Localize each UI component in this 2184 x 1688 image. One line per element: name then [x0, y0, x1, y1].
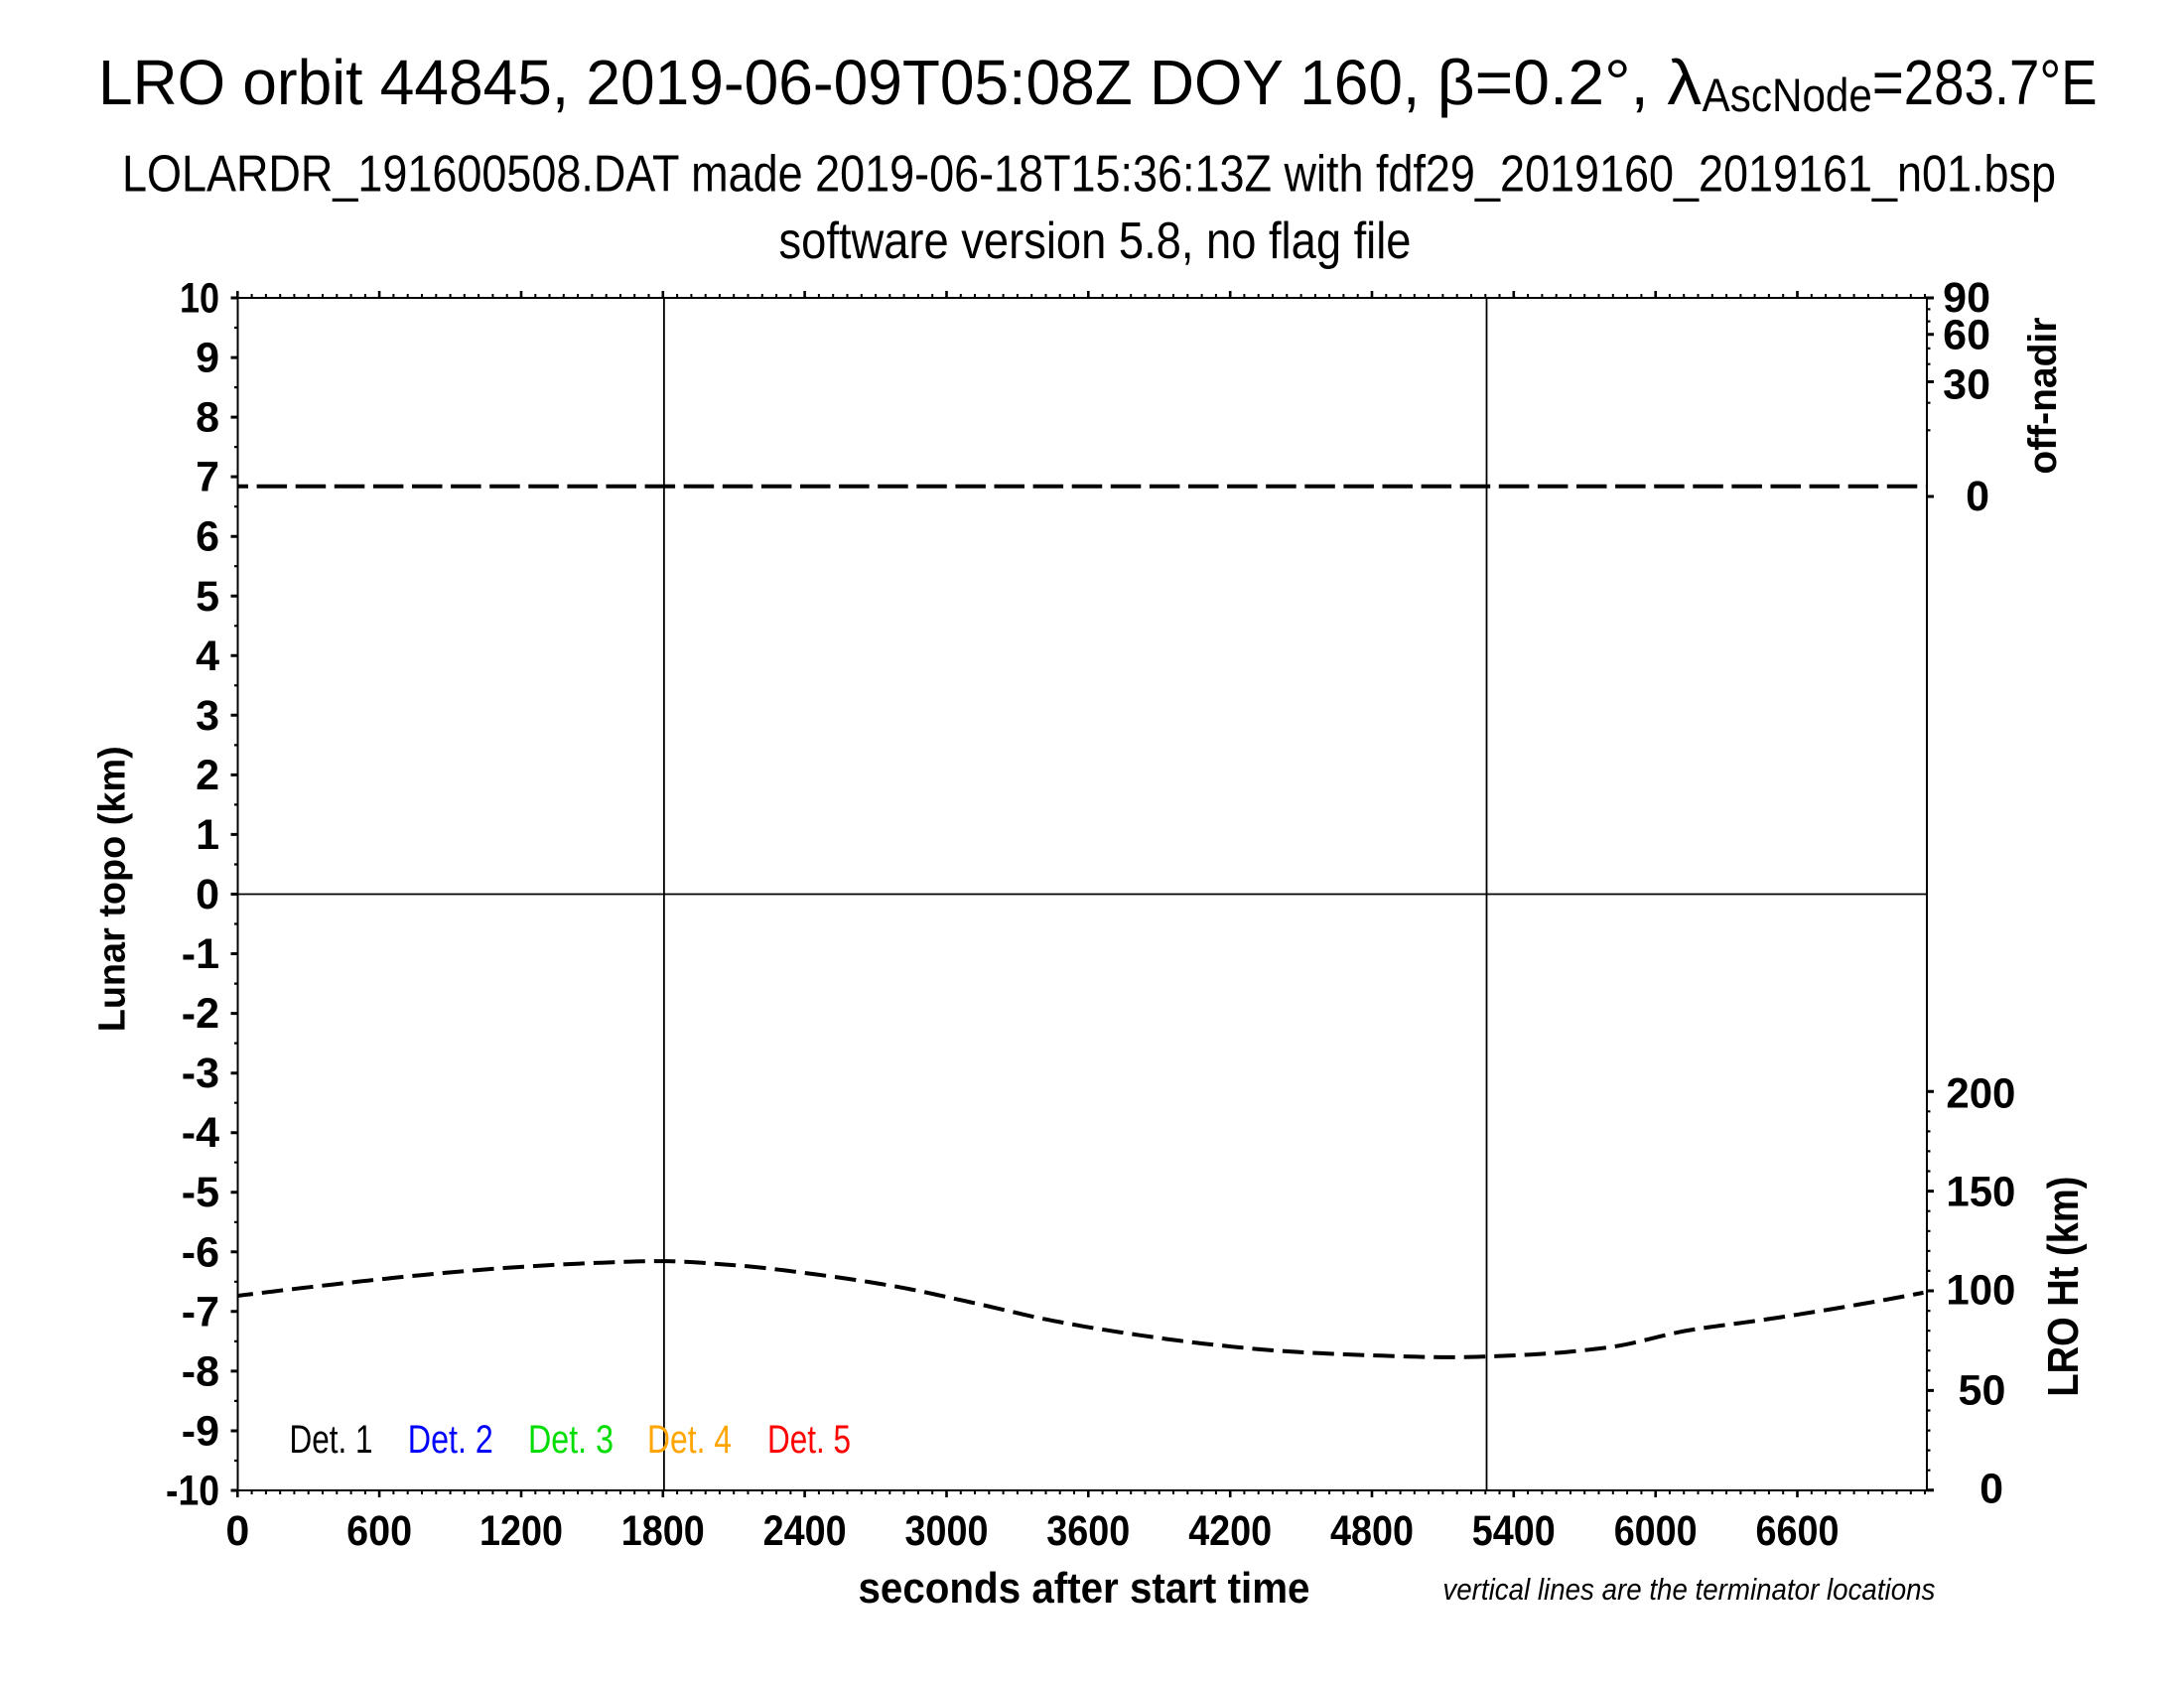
svg-text:100: 100: [1946, 1267, 2015, 1315]
svg-text:vertical lines are the termina: vertical lines are the terminator locati…: [1442, 1572, 1935, 1607]
svg-text:-1: -1: [182, 930, 219, 978]
svg-text:5: 5: [196, 573, 219, 621]
svg-text:-4: -4: [182, 1109, 219, 1157]
svg-text:4: 4: [196, 633, 219, 680]
svg-text:9: 9: [196, 335, 219, 382]
svg-text:-6: -6: [182, 1228, 219, 1276]
svg-text:1800: 1800: [621, 1507, 705, 1555]
svg-text:6: 6: [196, 513, 219, 561]
svg-text:0: 0: [225, 1507, 249, 1555]
svg-text:10: 10: [180, 275, 219, 323]
svg-text:6000: 6000: [1614, 1507, 1698, 1555]
svg-text:Lunar topo (km): Lunar topo (km): [92, 746, 134, 1032]
svg-text:Det. 1: Det. 1: [290, 1418, 373, 1462]
svg-text:1200: 1200: [479, 1507, 563, 1555]
svg-text:3: 3: [196, 692, 219, 740]
svg-text:30: 30: [1943, 361, 1990, 409]
svg-text:3000: 3000: [905, 1507, 989, 1555]
svg-text:-9: -9: [182, 1408, 219, 1456]
svg-text:LRO orbit 44845, 2019-06-09T05: LRO orbit 44845, 2019-06-09T05:08Z DOY 1…: [98, 47, 1437, 118]
svg-text:0: 0: [1966, 473, 1989, 520]
svg-text:1: 1: [196, 811, 219, 859]
svg-text:8: 8: [196, 394, 219, 442]
svg-text:3600: 3600: [1046, 1507, 1130, 1555]
svg-text:4800: 4800: [1330, 1507, 1414, 1555]
svg-text:0: 0: [1979, 1466, 2003, 1513]
svg-text:-7: -7: [182, 1288, 219, 1336]
svg-text:Det. 5: Det. 5: [767, 1418, 851, 1462]
svg-text:Det. 4: Det. 4: [647, 1418, 732, 1462]
svg-text:60: 60: [1943, 311, 1990, 358]
svg-text:β=0.2°,: β=0.2°,: [1437, 47, 1668, 118]
svg-text:=283.7°E: =283.7°E: [1872, 47, 2098, 118]
svg-text:-10: -10: [166, 1468, 219, 1515]
svg-text:5400: 5400: [1472, 1507, 1556, 1555]
svg-text:600: 600: [346, 1507, 412, 1555]
svg-text:0: 0: [196, 871, 219, 918]
svg-text:λ: λ: [1667, 47, 1702, 118]
svg-text:50: 50: [1959, 1366, 2006, 1414]
svg-text:150: 150: [1946, 1169, 2015, 1216]
svg-text:seconds after start time: seconds after start time: [859, 1564, 1310, 1613]
svg-text:LRO Ht (km): LRO Ht (km): [2039, 1177, 2088, 1397]
svg-text:2400: 2400: [763, 1507, 847, 1555]
svg-text:off-nadir: off-nadir: [2021, 318, 2065, 475]
svg-text:6600: 6600: [1756, 1507, 1840, 1555]
svg-text:200: 200: [1946, 1069, 2015, 1117]
svg-text:-5: -5: [182, 1169, 219, 1216]
svg-text:90: 90: [1943, 274, 1990, 322]
svg-text:-2: -2: [182, 990, 219, 1038]
svg-text:4200: 4200: [1188, 1507, 1272, 1555]
svg-text:AscNode: AscNode: [1703, 69, 1872, 121]
svg-text:7: 7: [196, 454, 219, 501]
svg-text:-8: -8: [182, 1347, 219, 1395]
svg-text:software version 5.8, no flag: software version 5.8, no flag file: [779, 212, 1412, 270]
svg-text:2: 2: [196, 752, 219, 799]
svg-text:Det. 3: Det. 3: [528, 1418, 614, 1462]
svg-text:-3: -3: [182, 1050, 219, 1097]
svg-text:LOLARDR_191600508.DAT made 201: LOLARDR_191600508.DAT made 2019-06-18T15…: [122, 146, 2056, 204]
svg-text:Det. 2: Det. 2: [408, 1418, 493, 1462]
